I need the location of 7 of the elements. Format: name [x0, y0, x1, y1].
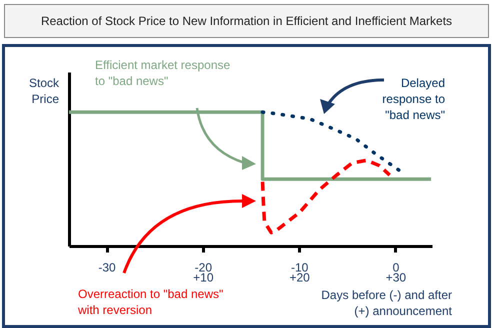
chart-title: Reaction of Stock Price to New Information in Efficient and Inefficient Markets — [4, 4, 489, 38]
text: Overreaction to "bad news" with reversion — [77, 287, 224, 317]
text: Efficient market response to "bad news" — [95, 58, 230, 88]
x-tick-label: -30 — [98, 260, 116, 274]
x-axis-title: Days before (-) and after (+) announcement — [321, 288, 453, 318]
y-axis-title: Stock Price — [28, 76, 60, 106]
annotation: Delayed response to "bad news" — [382, 76, 446, 122]
